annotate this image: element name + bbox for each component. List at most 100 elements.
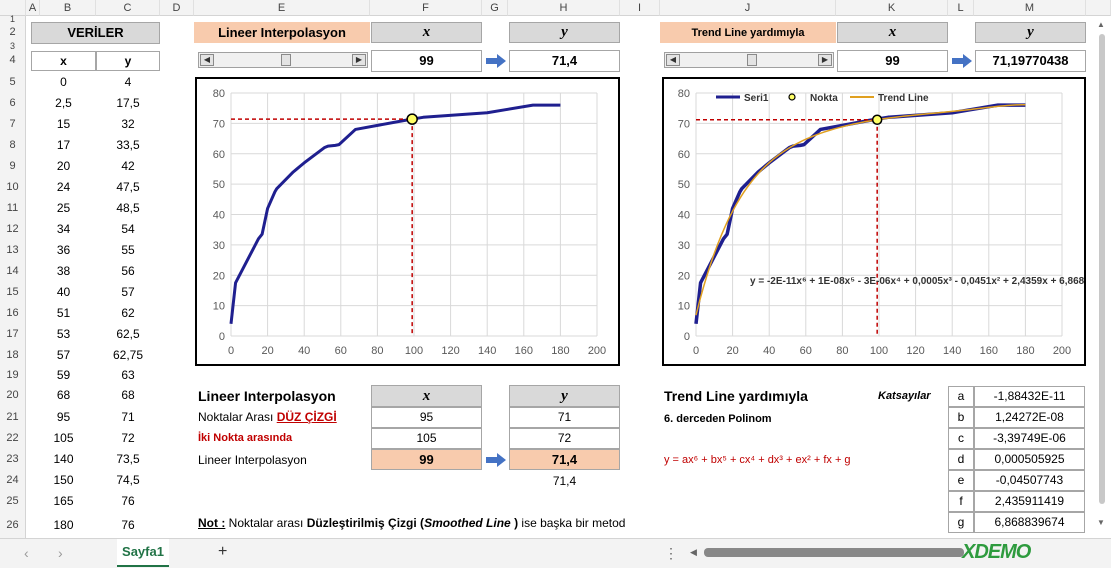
row-header[interactable]: 2 [0, 22, 26, 43]
data-table-x-cell[interactable]: 0 [60, 75, 67, 89]
coefficient-name-cell[interactable]: e [948, 470, 974, 491]
trend-y-value[interactable]: 71,19770438 [975, 50, 1086, 72]
data-table-y-cell[interactable]: 71 [121, 410, 135, 424]
more-options-icon[interactable]: ⋮ [664, 545, 678, 561]
data-table-x-cell[interactable]: 105 [53, 431, 74, 445]
data-table-y-cell[interactable]: 62,5 [116, 327, 140, 341]
data-table-x-cell[interactable]: 51 [56, 306, 71, 320]
column-header-k[interactable]: K [836, 0, 948, 16]
row-header[interactable]: 10 [0, 177, 26, 198]
data-table-x-cell[interactable]: 140 [53, 452, 74, 466]
data-table-x-cell[interactable]: 38 [56, 264, 71, 278]
data-table-y-cell[interactable]: 17,5 [116, 96, 140, 110]
vertical-scrollbar[interactable]: ▲ ▼ [1097, 20, 1107, 530]
row-header[interactable]: 22 [0, 428, 26, 449]
row-header[interactable]: 12 [0, 219, 26, 240]
row-header[interactable]: 8 [0, 135, 26, 156]
data-table-x-cell[interactable]: 95 [56, 410, 71, 424]
data-table-y-cell[interactable]: 68 [121, 388, 135, 402]
data-table-x-cell[interactable]: 25 [56, 201, 71, 215]
data-table-y-cell[interactable]: 54 [121, 222, 135, 236]
data-table-y-cell[interactable]: 47,5 [116, 180, 140, 194]
trend-panel-title[interactable]: Trend Line yardımıyla [660, 22, 836, 43]
sheet-tab-sayfa1[interactable]: Sayfa1 [117, 539, 169, 567]
row-header[interactable]: 21 [0, 407, 26, 428]
scroll-right-button[interactable]: ▶ [818, 54, 832, 66]
coefficient-name-cell[interactable]: a [948, 386, 974, 407]
coefficient-name-cell[interactable]: d [948, 449, 974, 470]
data-table-x-cell[interactable]: 24 [56, 180, 71, 194]
data-table-x-cell[interactable]: 150 [53, 473, 74, 487]
row1-x-cell[interactable]: 95 [371, 407, 482, 428]
data-table-x-cell[interactable]: 59 [56, 368, 71, 382]
data-table-y-cell[interactable]: 57 [121, 285, 135, 299]
row-header[interactable]: 9 [0, 156, 26, 177]
data-table-y-cell[interactable]: 76 [121, 518, 135, 532]
row-header[interactable]: 6 [0, 93, 26, 114]
next-sheet-icon[interactable]: › [58, 545, 63, 561]
linear-panel-title[interactable]: Lineer Interpolasyon [194, 22, 370, 43]
column-header-e[interactable]: E [194, 0, 370, 16]
scroll-thumb[interactable] [281, 54, 291, 66]
coefficient-name-cell[interactable]: f [948, 491, 974, 512]
row-header[interactable]: 25 [0, 491, 26, 512]
row1-y-cell[interactable]: 71 [509, 407, 620, 428]
horizontal-scrollbar-thumb[interactable] [704, 548, 964, 557]
scroll-left-button[interactable]: ◀ [666, 54, 680, 66]
data-table-x-cell[interactable]: 68 [56, 388, 71, 402]
column-header-n[interactable] [1086, 0, 1111, 16]
coefficient-value-cell[interactable]: -0,04507743 [974, 470, 1085, 491]
data-table-y-cell[interactable]: 48,5 [116, 201, 140, 215]
data-table-y-cell[interactable]: 55 [121, 243, 135, 257]
data-table-header-x[interactable]: x [31, 51, 96, 71]
column-header-m[interactable]: M [974, 0, 1086, 16]
trend-x-value[interactable]: 99 [837, 50, 948, 72]
data-table-x-cell[interactable]: 36 [56, 243, 71, 257]
row-header[interactable]: 18 [0, 345, 26, 366]
scroll-right-button[interactable]: ▶ [352, 54, 366, 66]
row-header[interactable]: 19 [0, 366, 26, 384]
data-table-y-cell[interactable]: 56 [121, 264, 135, 278]
trend-chart[interactable]: 0 10 20 30 40 50 60 70 80 0 20 40 60 80 100 120 140 160 18… [662, 77, 1090, 366]
data-table-x-cell[interactable]: 165 [53, 494, 74, 508]
data-table-y-cell[interactable]: 73,5 [116, 452, 140, 466]
data-table-y-cell[interactable]: 74,5 [116, 473, 140, 487]
column-header-d[interactable]: D [160, 0, 194, 16]
trend-x-header[interactable]: x [837, 22, 948, 43]
row-header[interactable]: 15 [0, 282, 26, 303]
bottom-linear-x-header[interactable]: x [371, 385, 482, 407]
row2-y-cell[interactable]: 72 [509, 428, 620, 449]
scroll-down-icon[interactable]: ▼ [1097, 518, 1105, 527]
linear-y-header[interactable]: y [509, 22, 620, 43]
data-table-x-cell[interactable]: 2,5 [55, 96, 72, 110]
column-header-a[interactable]: A [26, 0, 40, 16]
coefficient-name-cell[interactable]: g [948, 512, 974, 533]
data-table-y-cell[interactable]: 72 [121, 431, 135, 445]
data-table-x-cell[interactable]: 34 [56, 222, 71, 236]
coefficient-value-cell[interactable]: 0,000505925 [974, 449, 1085, 470]
row2-x-cell[interactable]: 105 [371, 428, 482, 449]
select-all-corner[interactable] [0, 0, 26, 16]
column-header-f[interactable]: F [370, 0, 482, 16]
data-table-y-cell[interactable]: 76 [121, 494, 135, 508]
linear-x-header[interactable]: x [371, 22, 482, 43]
column-header-g[interactable]: G [482, 0, 508, 16]
data-table-x-cell[interactable]: 15 [56, 117, 71, 131]
data-table-x-cell[interactable]: 53 [56, 327, 71, 341]
column-header-b[interactable]: B [40, 0, 96, 16]
data-table-y-cell[interactable]: 63 [121, 368, 135, 382]
data-table-y-cell[interactable]: 4 [124, 75, 132, 89]
data-table-y-cell[interactable]: 62,75 [112, 348, 144, 362]
add-sheet-icon[interactable]: + [218, 543, 228, 560]
linear-chart[interactable]: 0 10 20 30 40 50 60 70 80 0 20 40 60 80 100 120 140 160 18… [195, 77, 620, 366]
linear-y-value[interactable]: 71,4 [509, 50, 620, 72]
row-header[interactable]: 7 [0, 114, 26, 135]
column-header-l[interactable]: L [948, 0, 974, 16]
data-table-y-cell[interactable]: 42 [121, 159, 135, 173]
row-header[interactable]: 17 [0, 324, 26, 345]
data-table-header-y[interactable]: y [96, 51, 160, 71]
coefficient-value-cell[interactable]: 6,868839674 [974, 512, 1085, 533]
row4-y-cell[interactable]: 71,4 [552, 474, 577, 488]
coefficient-value-cell[interactable]: -1,88432E-11 [974, 386, 1085, 407]
data-table-title[interactable]: VERİLER [31, 22, 160, 44]
